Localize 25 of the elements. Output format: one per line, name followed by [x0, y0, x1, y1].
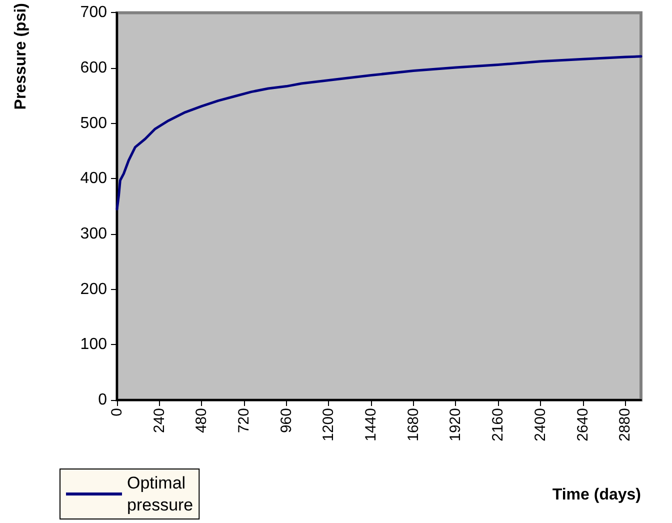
x-tick-label: 240	[150, 408, 168, 434]
x-tick-label: 1200	[320, 408, 338, 442]
x-axis-title: Time (days)	[552, 486, 641, 504]
x-tick-label: 2640	[574, 408, 592, 442]
y-tick-label: 200	[80, 280, 108, 298]
y-tick-label: 0	[98, 392, 108, 408]
y-tick-label: 700	[80, 4, 108, 22]
x-tick-label: 960	[278, 408, 295, 434]
x-tick-label: 0	[108, 408, 126, 416]
x-tick-label: 2400	[532, 408, 549, 442]
y-tick-label: 500	[80, 114, 108, 132]
y-tick-label: 100	[80, 336, 108, 354]
x-tick-label: 1440	[362, 408, 380, 442]
x-tick-label: 480	[193, 408, 210, 434]
x-tick-label: 720	[236, 408, 253, 434]
x-tick-label: 2160	[490, 408, 507, 442]
y-tick-label: 600	[80, 60, 108, 77]
x-tick-label: 1920	[447, 408, 464, 442]
x-tick-label: 1680	[404, 408, 422, 442]
line-series	[116, 55, 642, 210]
y-tick-label: 400	[80, 170, 108, 188]
legend-label: Optimal pressure	[127, 474, 194, 514]
x-tick-label: 2880	[616, 408, 634, 442]
y-tick-label: 300	[80, 226, 108, 243]
y-axis-title: Pressure (psi)	[12, 2, 30, 110]
